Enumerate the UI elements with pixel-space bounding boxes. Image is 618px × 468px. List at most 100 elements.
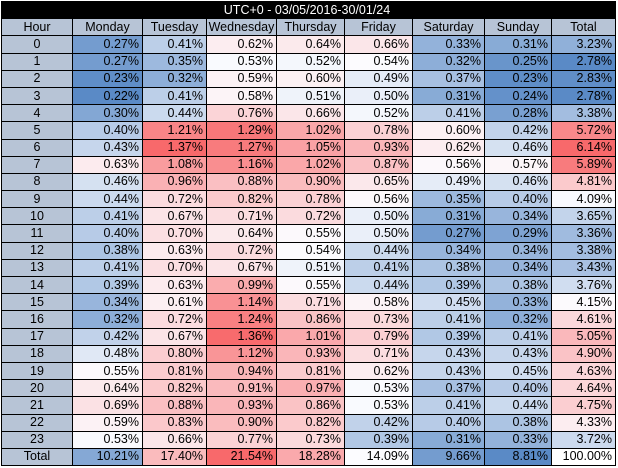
value-cell: 0.82%	[142, 379, 207, 398]
value-cell: 0.94%	[206, 361, 277, 381]
total-cell: 3.76%	[551, 275, 616, 295]
value-cell: 0.71%	[344, 344, 413, 363]
value-cell: 0.56%	[344, 190, 413, 209]
value-cell: 0.40%	[72, 224, 143, 243]
value-cell: 0.52%	[276, 52, 345, 71]
value-cell: 0.32%	[484, 310, 552, 329]
hour-row: 22 0.59% 0.83% 0.90% 0.82% 0.42% 0.40% 0.38% 4.3…	[1, 413, 616, 432]
hour-row: 7 0.63% 1.08% 1.16% 1.02% 0.87% 0.56% 0.57% 5.89…	[1, 155, 616, 174]
total-cell: 3.36%	[551, 224, 616, 243]
value-cell: 0.88%	[206, 172, 277, 192]
value-cell: 0.49%	[344, 69, 413, 88]
value-cell: 1.12%	[206, 344, 277, 363]
value-cell: 0.52%	[344, 104, 413, 123]
value-cell: 0.72%	[276, 207, 345, 226]
value-cell: 0.41%	[412, 104, 485, 123]
value-cell: 0.72%	[142, 190, 207, 209]
hour-label: 3	[1, 86, 73, 106]
value-cell: 0.64%	[206, 224, 277, 243]
value-cell: 0.78%	[276, 190, 345, 209]
value-cell: 0.56%	[412, 155, 485, 174]
column-header: Sunday	[484, 18, 552, 37]
value-cell: 0.38%	[412, 258, 485, 278]
total-cell: 5.72%	[551, 121, 616, 140]
value-cell: 0.55%	[276, 275, 345, 295]
value-cell: 0.35%	[142, 52, 207, 71]
value-cell: 1.02%	[276, 121, 345, 140]
value-cell: 0.88%	[142, 396, 207, 415]
hour-label: 20	[1, 379, 73, 398]
value-cell: 0.71%	[276, 293, 345, 312]
total-cell: 2.78%	[551, 86, 616, 106]
value-cell: 0.31%	[412, 86, 485, 106]
hour-row: 3 0.22% 0.41% 0.58% 0.51% 0.50% 0.31% 0.24% 2.78…	[1, 86, 616, 106]
hour-label: 21	[1, 396, 73, 415]
hour-label: 11	[1, 224, 73, 243]
value-cell: 0.73%	[344, 310, 413, 329]
total-cell: 4.61%	[551, 310, 616, 329]
hour-label: 2	[1, 69, 73, 88]
value-cell: 1.24%	[206, 310, 277, 329]
value-cell: 0.64%	[276, 35, 345, 54]
hour-label: 1	[1, 52, 73, 71]
hour-label: 4	[1, 104, 73, 123]
value-cell: 0.31%	[412, 430, 485, 449]
value-cell: 0.31%	[412, 207, 485, 226]
value-cell: 0.54%	[276, 241, 345, 260]
value-cell: 0.73%	[276, 430, 345, 449]
hour-label: 9	[1, 190, 73, 209]
value-cell: 0.69%	[72, 396, 143, 415]
hour-label: 6	[1, 138, 73, 157]
value-cell: 0.41%	[344, 258, 413, 278]
hour-label: 14	[1, 275, 73, 295]
hour-row: 2 0.23% 0.32% 0.59% 0.60% 0.49% 0.37% 0.23% 2.83…	[1, 69, 616, 88]
hour-row: 10 0.41% 0.67% 0.71% 0.72% 0.50% 0.31% 0.34% 3.6…	[1, 207, 616, 226]
value-cell: 0.51%	[276, 86, 345, 106]
total-cell: 4.09%	[551, 190, 616, 209]
value-cell: 0.32%	[72, 310, 143, 329]
value-cell: 0.50%	[344, 207, 413, 226]
value-cell: 0.42%	[72, 327, 143, 346]
value-cell: 0.81%	[142, 361, 207, 381]
hour-label: 16	[1, 310, 73, 329]
hour-row: 19 0.55% 0.81% 0.94% 0.81% 0.62% 0.43% 0.45% 4.6…	[1, 361, 616, 381]
value-cell: 0.32%	[412, 52, 485, 71]
value-cell: 0.87%	[344, 155, 413, 174]
value-cell: 0.71%	[206, 207, 277, 226]
value-cell: 0.66%	[276, 104, 345, 123]
value-cell: 0.55%	[72, 361, 143, 381]
value-cell: 0.70%	[142, 258, 207, 278]
value-cell: 0.28%	[484, 104, 552, 123]
table-title: UTC+0 - 03/05/2016-30/01/24	[1, 0, 616, 20]
total-cell: 6.14%	[551, 138, 616, 157]
value-cell: 0.86%	[276, 310, 345, 329]
column-header: Friday	[344, 18, 413, 37]
hour-label: 18	[1, 344, 73, 363]
total-cell: 4.90%	[551, 344, 616, 363]
hour-row: 16 0.32% 0.72% 1.24% 0.86% 0.73% 0.41% 0.32% 4.6…	[1, 310, 616, 329]
value-cell: 0.35%	[412, 190, 485, 209]
value-cell: 1.21%	[142, 121, 207, 140]
column-header: Monday	[72, 18, 143, 37]
value-cell: 0.33%	[484, 430, 552, 449]
value-cell: 0.45%	[484, 361, 552, 381]
value-cell: 0.45%	[412, 293, 485, 312]
value-cell: 0.62%	[344, 361, 413, 381]
value-cell: 0.38%	[484, 275, 552, 295]
value-cell: 0.61%	[142, 293, 207, 312]
hour-row: 21 0.69% 0.88% 0.93% 0.86% 0.53% 0.41% 0.44% 4.7…	[1, 396, 616, 415]
value-cell: 0.90%	[206, 413, 277, 432]
column-header: Saturday	[412, 18, 485, 37]
value-cell: 0.93%	[206, 396, 277, 415]
hour-row: 6 0.43% 1.37% 1.27% 1.05% 0.93% 0.62% 0.46% 6.14…	[1, 138, 616, 157]
value-cell: 1.05%	[276, 138, 345, 157]
value-cell: 0.37%	[412, 69, 485, 88]
total-cell: 3.65%	[551, 207, 616, 226]
hour-label: 7	[1, 155, 73, 174]
value-cell: 0.39%	[72, 275, 143, 295]
hour-row: 5 0.40% 1.21% 1.29% 1.02% 0.78% 0.60% 0.42% 5.72…	[1, 121, 616, 140]
value-cell: 0.44%	[344, 241, 413, 260]
value-cell: 0.22%	[72, 86, 143, 106]
value-cell: 0.40%	[412, 413, 485, 432]
value-cell: 0.62%	[206, 35, 277, 54]
